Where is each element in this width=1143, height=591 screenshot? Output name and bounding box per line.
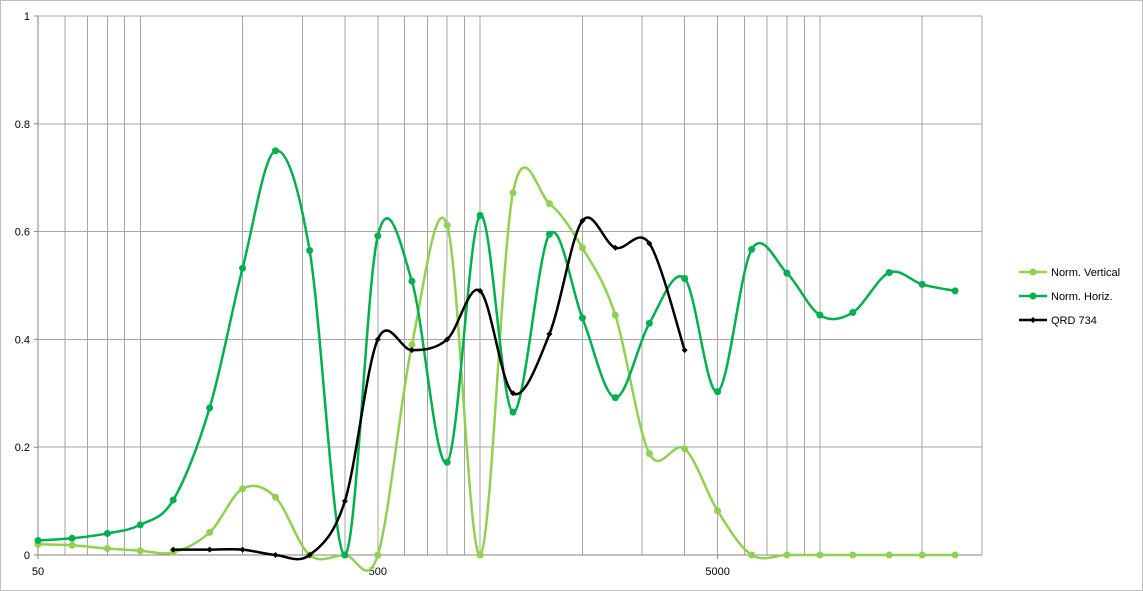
y-tick-label: 0.6 [15, 227, 30, 239]
data-point [951, 287, 959, 295]
legend: Norm. Vertical Norm. Horiz. QRD 734 [1019, 267, 1120, 327]
legend-marker [1030, 317, 1036, 323]
data-point [579, 217, 586, 224]
data-point [103, 545, 111, 553]
legend-label: Norm. Horiz. [1051, 291, 1113, 303]
data-point [272, 493, 280, 501]
data-point [206, 528, 214, 536]
data-point [849, 308, 857, 316]
data-point [443, 221, 451, 229]
data-point [239, 485, 247, 493]
legend-marker [1029, 292, 1037, 300]
data-point [816, 311, 824, 319]
data-point [476, 551, 484, 559]
series-line [173, 216, 686, 561]
y-tick-label: 1 [24, 11, 30, 23]
x-tick-label: 500 [369, 566, 387, 578]
data-point [374, 232, 382, 240]
data-point [509, 408, 517, 416]
data-point [68, 541, 76, 549]
x-tick-label: 5000 [705, 566, 729, 578]
data-point [612, 244, 619, 251]
series-norm-horiz [34, 147, 959, 559]
legend-item: Norm. Horiz. [1019, 291, 1113, 303]
series-line [37, 166, 956, 572]
data-point [681, 274, 689, 282]
data-point [578, 244, 586, 252]
grid [37, 15, 983, 556]
data-point [341, 498, 348, 505]
data-point [545, 230, 553, 238]
data-point [476, 211, 484, 219]
data-point [714, 388, 722, 396]
axes: 0 0.2 0.4 0.6 0.8 1 50 500 5000 [15, 11, 982, 578]
data-point [239, 546, 246, 553]
data-point [206, 404, 214, 412]
data-point [783, 551, 791, 559]
data-point [783, 269, 791, 277]
data-point [408, 341, 416, 349]
data-point [408, 277, 416, 285]
data-point [34, 536, 42, 544]
data-point [546, 331, 553, 338]
legend-marker [1029, 268, 1037, 276]
data-point [645, 319, 653, 327]
data-point [611, 311, 619, 319]
y-tick-label: 0.4 [15, 334, 30, 346]
data-point [103, 529, 111, 537]
data-point [136, 547, 144, 555]
legend-item: Norm. Vertical [1019, 267, 1120, 279]
data-point [170, 546, 177, 553]
data-point [578, 314, 586, 322]
data-point [885, 551, 893, 559]
y-tick-label: 0 [24, 550, 30, 562]
data-point [681, 445, 689, 453]
data-point [951, 551, 959, 559]
data-point [748, 551, 756, 559]
data-point [545, 200, 553, 208]
data-point [477, 287, 484, 294]
data-point [206, 546, 213, 553]
data-point [306, 552, 313, 558]
data-point [681, 347, 688, 354]
data-point [509, 189, 517, 197]
legend-label: Norm. Vertical [1051, 267, 1120, 279]
y-tick-label: 0.2 [15, 442, 30, 454]
data-point [748, 245, 756, 253]
data-point [816, 551, 824, 559]
data-point [239, 264, 247, 272]
data-point [849, 551, 857, 559]
x-tick-label: 50 [32, 566, 44, 578]
data-point [169, 496, 177, 504]
data-point [272, 552, 279, 558]
legend-item: QRD 734 [1019, 315, 1097, 327]
series [34, 147, 959, 572]
data-point [68, 534, 76, 542]
data-point [444, 336, 451, 343]
data-point [918, 280, 926, 288]
series-line [37, 149, 956, 557]
data-point [272, 147, 280, 155]
data-point [306, 246, 314, 254]
data-point [645, 450, 653, 458]
data-point [374, 336, 381, 343]
data-point [374, 551, 382, 559]
data-point [885, 269, 893, 277]
legend-label: QRD 734 [1051, 315, 1097, 327]
data-point [341, 551, 349, 559]
data-point [408, 347, 415, 354]
data-point [918, 551, 926, 559]
series-qrd-734 [170, 216, 688, 561]
data-point [611, 394, 619, 402]
data-point [510, 390, 517, 397]
y-tick-label: 0.8 [15, 119, 30, 131]
data-point [646, 240, 653, 247]
data-point [443, 458, 451, 466]
data-point [714, 507, 722, 515]
data-point [136, 521, 144, 529]
